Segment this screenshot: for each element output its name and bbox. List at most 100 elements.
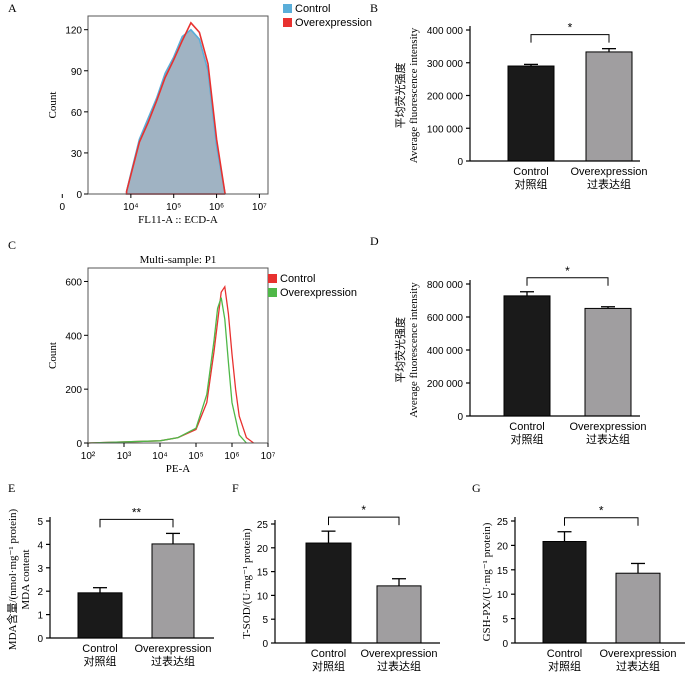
x-tick-label: 10² (81, 451, 96, 462)
significance-marker: * (565, 264, 570, 278)
y-axis-title: 平均荧光强度 (393, 63, 407, 129)
panel-label: G (472, 481, 481, 495)
y-axis-subtitle: Average fluorescence intensity (408, 27, 420, 163)
legend-label: Overexpression (295, 17, 372, 29)
significance-bracket (526, 277, 609, 286)
significance-bracket (564, 517, 639, 526)
y-tick-label: 600 (65, 277, 82, 288)
significance-marker: ** (132, 505, 142, 519)
bar-control (542, 540, 587, 644)
category-label: Control (311, 648, 346, 660)
significance-marker: * (361, 503, 366, 517)
y-tick-label: 90 (71, 67, 83, 78)
category-label-cn: 对照组 (84, 654, 117, 668)
category-label: Control (509, 421, 544, 433)
significance-bracket (99, 518, 174, 528)
y-tick-label: 30 (71, 149, 83, 160)
y-tick-label: 25 (257, 520, 269, 531)
x-tick-label: 10⁴ (152, 451, 167, 462)
y-tick-label: 1 (37, 611, 43, 622)
x-tick-label: 10⁴ (123, 202, 138, 213)
y-tick-label: 4 (37, 540, 43, 551)
y-axis-title: MDA含量/(nmol·mg⁻¹ protein) (5, 508, 19, 650)
y-axis-title: Count (47, 342, 59, 369)
legend-swatch-overexpression (268, 288, 277, 297)
y-tick-label: 15 (497, 566, 509, 577)
y-tick-label: 20 (257, 544, 269, 555)
x-tick-label: 10⁵ (166, 202, 181, 213)
y-tick-label: 0 (76, 439, 82, 450)
x-tick-label: 10⁷ (261, 451, 276, 462)
y-tick-label: 60 (71, 108, 83, 119)
histogram-panel-C: 0 200 400 600 10² 10³ 10⁴ 10⁵ 10⁶ 10⁷ PE-A Count Mul… (47, 254, 357, 475)
category-label: Control (547, 648, 582, 660)
legend-swatch-control (268, 274, 277, 283)
y-tick-label: 800 000 (427, 280, 464, 291)
y-axis-title: 平均荧光强度 (393, 317, 407, 383)
y-tick-label: 25 (497, 517, 509, 528)
y-tick-label: 20 (497, 541, 509, 552)
y-tick-label: 0 (37, 634, 43, 645)
y-tick-label: 5 (262, 615, 268, 626)
legend-label: Control (295, 3, 330, 15)
x-tick-label: 10⁵ (188, 451, 203, 462)
y-tick-label: 0 (76, 190, 82, 201)
y-tick-label: 15 (257, 568, 269, 579)
bar-control (305, 542, 352, 644)
x-axis-title: PE-A (166, 463, 191, 475)
panel-label: E (8, 481, 15, 495)
category-label: Overexpression (360, 648, 437, 660)
chart-title: Multi-sample: P1 (140, 254, 217, 266)
y-tick-label: 200 (65, 385, 82, 396)
y-tick-label: 0 (502, 639, 508, 650)
y-tick-label: 5 (37, 517, 43, 528)
category-label-cn: 过表达组 (616, 659, 660, 673)
y-tick-label: 200 000 (427, 92, 464, 103)
significance-bracket (530, 34, 610, 43)
bar-overexpression (151, 543, 195, 639)
x-tick-label: 10⁶ (209, 202, 224, 213)
series-area-overexpression (125, 21, 226, 195)
y-axis-title: T-SOD/(U·mg⁻¹ protein) (241, 528, 253, 639)
y-tick-label: 0 (457, 157, 463, 168)
legend-swatch-control (283, 4, 292, 13)
category-label-cn: 对照组 (511, 432, 544, 446)
y-tick-label: 600 000 (427, 313, 464, 324)
bar-overexpression (585, 51, 633, 162)
category-label-cn: 对照组 (515, 177, 548, 191)
y-axis-subtitle: Average fluorescence intensity (408, 282, 420, 418)
category-label: Overexpression (570, 166, 647, 178)
y-tick-label: 10 (497, 590, 509, 601)
significance-marker: * (599, 504, 604, 518)
y-tick-label: 0 (457, 412, 463, 423)
y-tick-label: 3 (37, 564, 43, 575)
x-tick-label: 10⁶ (224, 451, 239, 462)
x-axis-title: FL11-A :: ECD-A (138, 214, 218, 226)
y-tick-label: 120 (65, 26, 82, 37)
y-axis-title: GSH-PX/(U·mg⁻¹ protein) (481, 522, 493, 641)
category-label: Control (82, 643, 117, 655)
panel-label: C (8, 238, 16, 252)
y-tick-label: 300 000 (427, 59, 464, 70)
y-tick-label: 200 000 (427, 379, 464, 390)
bar-control (507, 65, 555, 162)
y-tick-label: 100 000 (427, 124, 464, 135)
category-label-cn: 过表达组 (377, 659, 421, 673)
y-tick-label: 0 (262, 639, 268, 650)
category-label: Overexpression (134, 643, 211, 655)
x-tick-label: 10³ (117, 451, 132, 462)
category-label-cn: 对照组 (548, 659, 581, 673)
bar-control (503, 295, 551, 417)
plot-frame (87, 15, 269, 195)
series-line-overexpression (87, 297, 247, 444)
category-label: Overexpression (599, 648, 676, 660)
y-axis-title: Count (47, 92, 59, 119)
panel-label: B (370, 1, 378, 15)
significance-bracket (328, 516, 400, 526)
